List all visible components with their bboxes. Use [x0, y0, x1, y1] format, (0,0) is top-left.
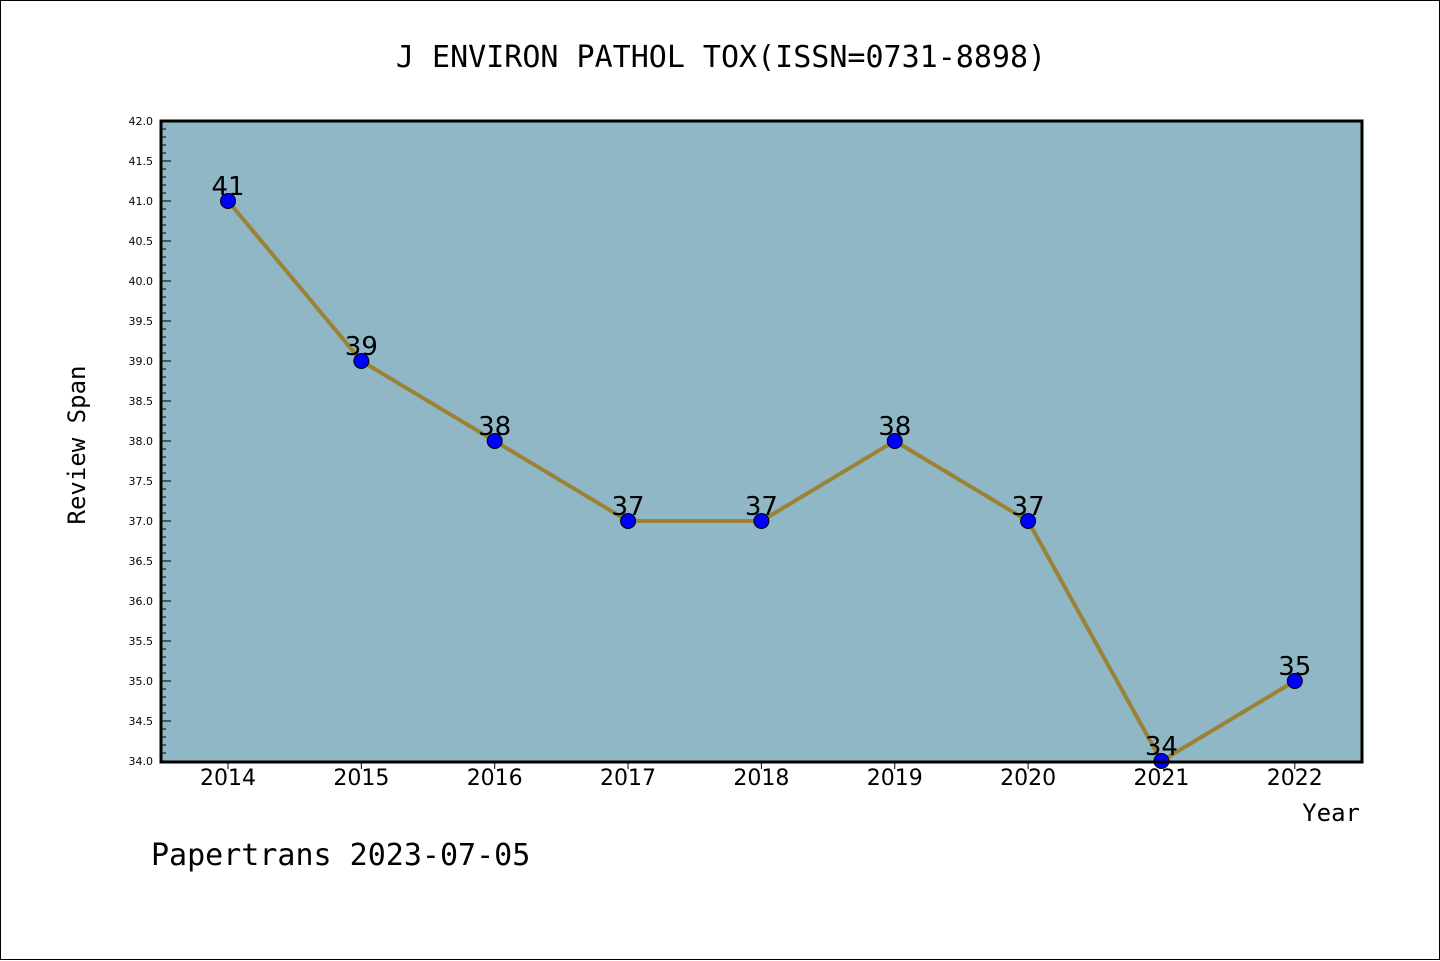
- y-tick-label: 37.0: [129, 515, 154, 528]
- x-axis-title: Year: [1302, 799, 1360, 827]
- data-point: [753, 513, 770, 529]
- data-point: [486, 433, 503, 449]
- plot-border: [159, 119, 1364, 764]
- footer-stamp: Papertrans 2023-07-05: [151, 838, 530, 873]
- x-tick-label: 2016: [467, 766, 523, 791]
- data-label: 38: [478, 412, 511, 442]
- data-label: 41: [211, 172, 244, 202]
- y-axis: 34.0 34.5 35.0 35.5 36.0 36.5 37.0 37.5 38.0 38.5…: [129, 115, 171, 768]
- y-tick-label: 34.0: [129, 755, 154, 768]
- data-label-group: 41 39 38 37 37 38 37 34 35: [211, 172, 1311, 762]
- y-axis-title: Review Span: [63, 366, 91, 525]
- y-tick-label: 34.5: [129, 715, 154, 728]
- x-tick-label: 2020: [1000, 766, 1056, 791]
- data-point: [1286, 673, 1303, 689]
- data-point: [886, 433, 903, 449]
- y-tick-label: 40.5: [129, 235, 154, 248]
- data-label: 37: [745, 492, 778, 522]
- y-tick-label: 41.5: [129, 155, 154, 168]
- x-axis: 2014 2015 2016 2017 2018 2019 2020 2021 2022: [200, 761, 1323, 791]
- y-tick-label: 35.0: [129, 675, 154, 688]
- y-tick-label: 36.0: [129, 595, 154, 608]
- x-tick-label: 2015: [333, 766, 389, 791]
- y-tick-label: 42.0: [129, 115, 154, 128]
- y-tick-label: 41.0: [129, 195, 154, 208]
- data-label: 34: [1145, 732, 1178, 762]
- data-label: 37: [612, 492, 645, 522]
- data-point: [1020, 513, 1037, 529]
- x-tick-label: 2021: [1133, 766, 1189, 791]
- data-point: [220, 193, 236, 209]
- x-tick-label: 2014: [200, 766, 256, 791]
- chart-title: J ENVIRON PATHOL TOX(ISSN=0731-8898): [396, 40, 1046, 75]
- y-tick-label: 38.0: [129, 435, 154, 448]
- data-point: [353, 353, 370, 369]
- data-point: [620, 513, 637, 529]
- y-tick-label: 37.5: [129, 475, 154, 488]
- y-tick-label: 35.5: [129, 635, 154, 648]
- x-tick-label: 2017: [600, 766, 656, 791]
- y-tick-label: 36.5: [129, 555, 154, 568]
- y-tick-label: 40.0: [129, 275, 154, 288]
- data-label: 35: [1278, 652, 1311, 682]
- data-label: 39: [345, 332, 378, 362]
- x-tick-label: 2019: [867, 766, 923, 791]
- x-tick-label: 2018: [733, 766, 789, 791]
- data-label: 38: [878, 412, 911, 442]
- data-label: 37: [1012, 492, 1045, 522]
- plot-area: [161, 121, 1362, 762]
- x-tick-label: 2022: [1267, 766, 1323, 791]
- marker-group: [220, 193, 1303, 769]
- y-tick-label: 38.5: [129, 395, 154, 408]
- y-tick-label: 39.5: [129, 315, 154, 328]
- y-tick-label: 39.0: [129, 355, 154, 368]
